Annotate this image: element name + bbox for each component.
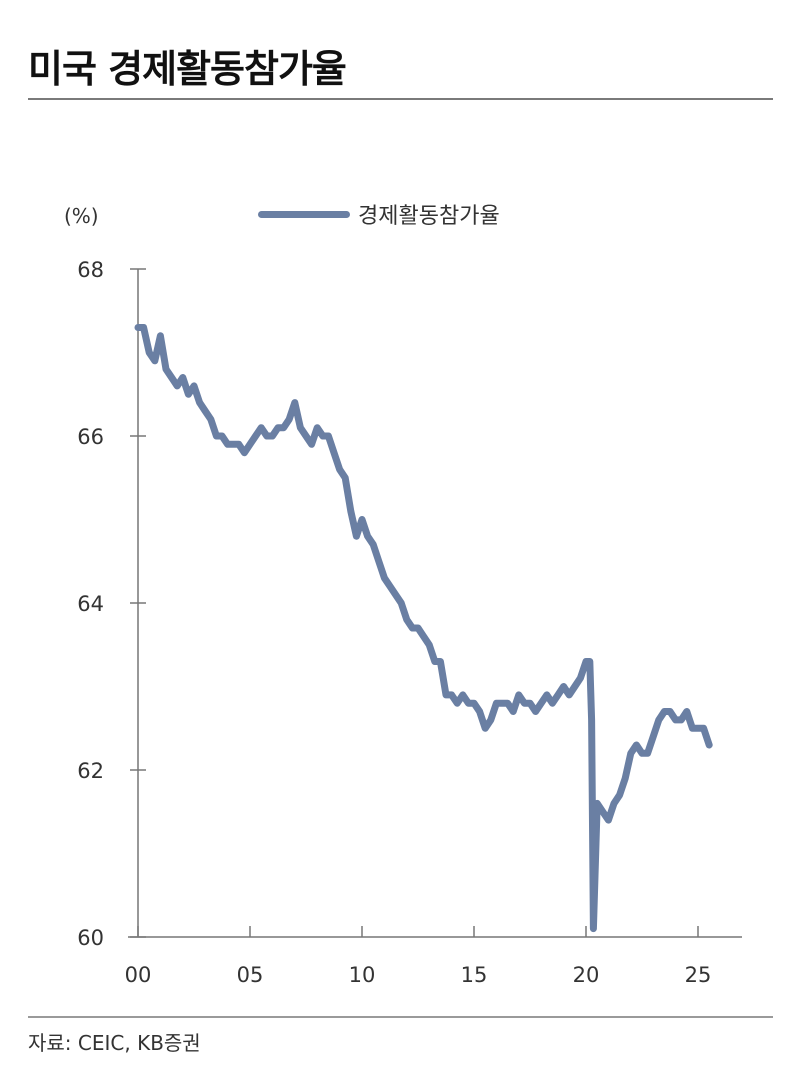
series-lfpr bbox=[134, 324, 713, 933]
x-tick-label: 10 bbox=[349, 963, 376, 987]
x-tick-label: 05 bbox=[237, 963, 264, 987]
series-line bbox=[134, 324, 713, 933]
line-chart: 60 62 64 66 68 00 05 10 15 20 25 bbox=[77, 258, 742, 987]
y-axis-unit: (%) bbox=[64, 204, 99, 228]
legend: 경제활동참가율 bbox=[258, 198, 500, 230]
legend-line-swatch bbox=[258, 210, 350, 218]
legend-label: 경제활동참가율 bbox=[358, 204, 500, 229]
footer-divider bbox=[28, 1016, 773, 1018]
axes: 60 62 64 66 68 00 05 10 15 20 25 bbox=[77, 258, 742, 987]
x-tick-label: 00 bbox=[125, 963, 152, 987]
y-tick-label: 62 bbox=[77, 759, 104, 783]
y-tick-label: 60 bbox=[77, 926, 104, 950]
y-tick-label: 64 bbox=[77, 592, 104, 616]
title-divider bbox=[28, 98, 773, 100]
x-tick-label: 25 bbox=[685, 963, 712, 987]
x-tick-label: 20 bbox=[573, 963, 600, 987]
y-tick-label: 68 bbox=[77, 258, 104, 282]
y-tick-label: 66 bbox=[77, 425, 104, 449]
source-note: 자료: CEIC, KB증권 bbox=[28, 1031, 201, 1055]
chart-title: 미국 경제활동참가율 bbox=[28, 47, 347, 91]
x-tick-label: 15 bbox=[461, 963, 488, 987]
